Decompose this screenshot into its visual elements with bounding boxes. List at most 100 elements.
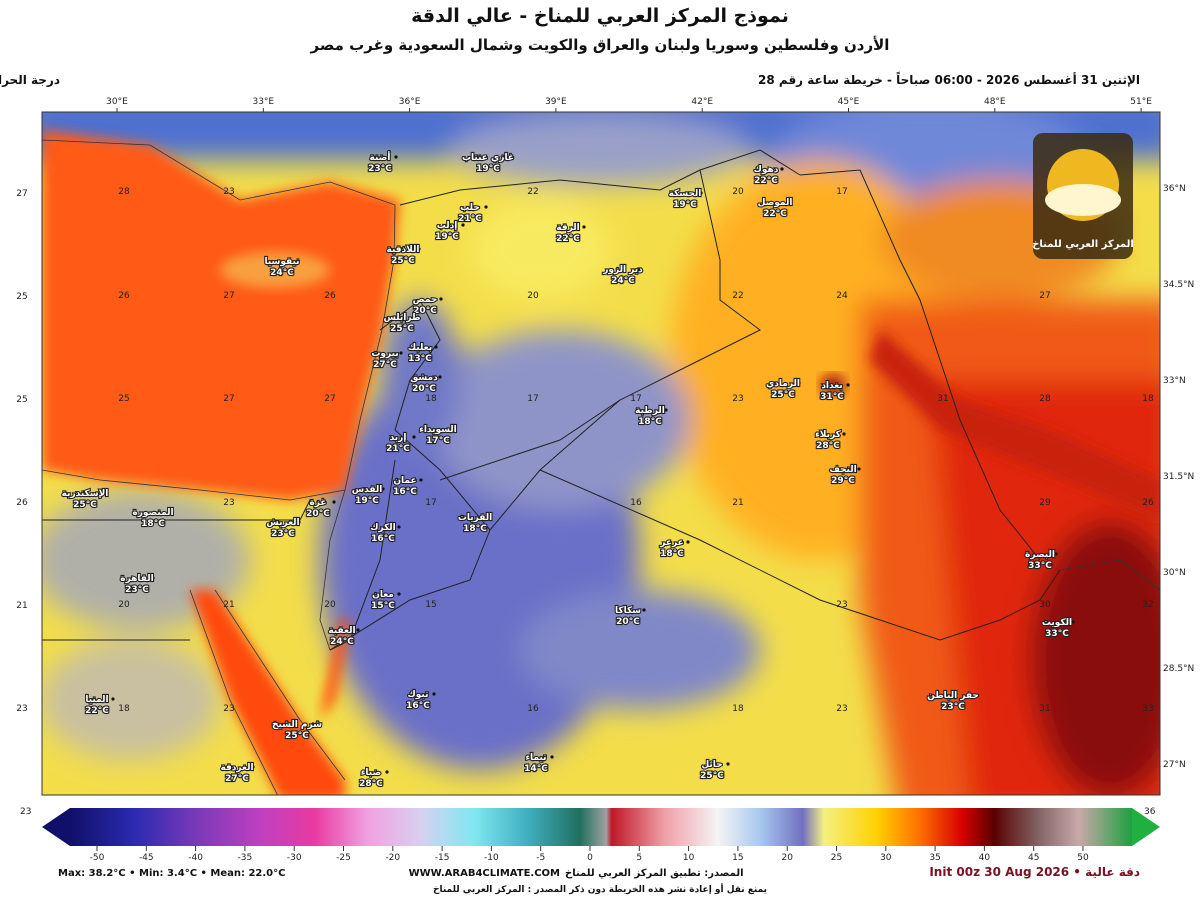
- edge-value: 21: [16, 601, 27, 611]
- grid-value: 21: [223, 600, 234, 610]
- colorbar-tick-label: -40: [188, 853, 203, 863]
- grid-value: 24: [836, 291, 848, 301]
- city-name: حائل: [701, 760, 722, 770]
- city-name: دهوك: [754, 165, 779, 175]
- map-frame: [41, 111, 1161, 796]
- city-dot: [489, 515, 493, 519]
- colorbar-high-arrow: [1132, 808, 1160, 846]
- city-temp: 18°C: [463, 524, 487, 534]
- city-name: الإسكندرية: [62, 489, 109, 499]
- latitude-label: 33°N: [1163, 376, 1186, 386]
- city-dot: [857, 467, 861, 471]
- city-temp: 22°C: [556, 234, 580, 244]
- city-dot: [151, 576, 155, 580]
- init-time: Init 00z 30 Aug 2026 • دقة عالية: [929, 865, 1140, 879]
- latitude-label: 27°N: [1163, 760, 1186, 770]
- temperature-field: [42, 112, 1160, 795]
- city-name: ضباء: [361, 768, 381, 778]
- city-dot: [385, 770, 389, 774]
- colorbar-tick-label: 30: [880, 853, 892, 863]
- grid-value: 26: [118, 291, 130, 301]
- grid-value: 31: [937, 394, 948, 404]
- city-temp: 25°C: [771, 390, 795, 400]
- website: WWW.ARAB4CLIMATE.COM: [409, 868, 560, 879]
- logo-cloud: [1045, 184, 1121, 216]
- colorbar-tick-label: 20: [781, 853, 793, 863]
- city-dot: [356, 628, 360, 632]
- logo-text: المركز العربي للمناخ: [1032, 239, 1134, 250]
- city-name: حمص: [413, 295, 438, 305]
- city-name: عرعر: [659, 538, 684, 548]
- city-name: السويداء: [419, 425, 457, 435]
- latitude-label: 36°N: [1163, 184, 1186, 194]
- city-name: دمشق: [410, 373, 438, 383]
- city-temp: 19°C: [673, 200, 697, 210]
- grid-value: 23: [836, 704, 847, 714]
- latitude-label: 28.5°N: [1163, 664, 1194, 674]
- grid-value: 27: [223, 291, 234, 301]
- city-temp: 16°C: [371, 534, 395, 544]
- grid-value: 20: [527, 291, 539, 301]
- city-name: الرطبة: [635, 406, 665, 416]
- colorbar-tick-label: 50: [1077, 853, 1089, 863]
- colorbar-tick-label: 45: [1028, 853, 1039, 863]
- longitude-label: 33°E: [252, 97, 274, 107]
- city-temp: 25°C: [285, 731, 309, 741]
- city-temp: 18°C: [638, 417, 662, 427]
- city-dot: [332, 500, 336, 504]
- city-temp: 22°C: [754, 176, 778, 186]
- city-name: اللاذقية: [387, 245, 420, 255]
- colorbar-tick-label: 0: [587, 853, 593, 863]
- city-temp: 19°C: [355, 496, 379, 506]
- colorbar: 23 36 -50 -45 -40 -35 -30 -25 -20 -15 -10 -5 0 5 10 1…: [20, 807, 1160, 863]
- city-dot: [397, 592, 401, 596]
- edge-value: 25: [16, 292, 27, 302]
- city-temp: 31°C: [820, 392, 844, 402]
- grid-value: 23: [223, 704, 234, 714]
- city-name: المنصورة: [132, 508, 173, 518]
- city-temp: 16°C: [406, 701, 430, 711]
- latitude-label: 31.5°N: [1163, 472, 1194, 482]
- longitude-label: 45°E: [838, 97, 860, 107]
- city-dot: [1071, 620, 1075, 624]
- city-name: إدلب: [437, 221, 458, 231]
- city-name: بيروت: [371, 349, 398, 359]
- city-name: النجف: [829, 465, 856, 475]
- city-name: طرابلس: [384, 313, 421, 323]
- city-dot: [967, 693, 971, 697]
- city-temp: 23°C: [941, 702, 965, 712]
- city-dot: [297, 520, 301, 524]
- grid-value: 17: [425, 498, 436, 508]
- city-dot: [726, 762, 730, 766]
- colorbar-tick-label: -25: [336, 853, 351, 863]
- city-name: تيماء: [525, 753, 546, 763]
- grid-value: 28: [118, 187, 130, 197]
- city-temp: 22°C: [85, 706, 109, 716]
- logo: المركز العربي للمناخ: [1032, 133, 1134, 259]
- colorbar-low-arrow: [42, 808, 70, 846]
- city-temp: 15°C: [371, 601, 395, 611]
- longitude-label: 42°E: [691, 97, 713, 107]
- city-name: بعلبك: [408, 343, 432, 353]
- stats: Max: 38.2°C • Min: 3.4°C • Mean: 22.0°C: [58, 868, 285, 879]
- city-temp: 21°C: [458, 214, 482, 224]
- colorbar-gradient: [70, 808, 1132, 846]
- city-temp: 14°C: [524, 764, 548, 774]
- city-dot: [780, 167, 784, 171]
- city-name: العقبة: [328, 626, 355, 636]
- city-dot: [417, 247, 421, 251]
- longitude-label: 51°E: [1130, 97, 1152, 107]
- city-dot: [582, 225, 586, 229]
- city-temp: 19°C: [476, 164, 500, 174]
- city-temp: 22°C: [763, 209, 787, 219]
- grid-value: 18: [732, 704, 744, 714]
- variable-label: درجة الحرارة السطحية (2m): [0, 73, 60, 87]
- city-temp: 13°C: [408, 354, 432, 364]
- grid-value: 22: [732, 291, 743, 301]
- city-temp: 25°C: [700, 771, 724, 781]
- city-name: البصرة: [1025, 550, 1055, 560]
- edge-value: 25: [16, 395, 27, 405]
- grid-value: 28: [1039, 394, 1051, 404]
